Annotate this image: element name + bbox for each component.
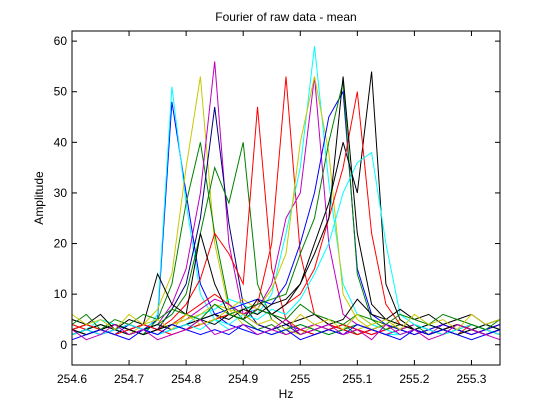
x-tick-label: 255 <box>290 372 310 386</box>
series-lines <box>71 46 501 341</box>
x-tick-label: 254.9 <box>228 372 258 386</box>
y-tick-label: 0 <box>60 338 67 352</box>
x-tick-label: 254.7 <box>114 372 144 386</box>
y-tick-label: 30 <box>54 186 68 200</box>
y-tick-label: 20 <box>54 237 68 251</box>
x-tick-label: 254.8 <box>171 372 201 386</box>
chart-title: Fourier of raw data - mean <box>215 10 356 24</box>
y-tick-label: 10 <box>54 287 68 301</box>
y-axis-title: Amplitude <box>32 171 46 225</box>
y-tick-label: 40 <box>54 135 68 149</box>
x-tick-label: 255.2 <box>399 372 429 386</box>
x-tick-label: 254.6 <box>57 372 87 386</box>
y-tick-label: 60 <box>54 34 68 48</box>
series-line-23 <box>71 318 501 341</box>
y-tick-label: 50 <box>54 85 68 99</box>
x-tick-label: 255.1 <box>342 372 372 386</box>
x-axis-title: Hz <box>279 387 294 401</box>
plot-frame <box>71 30 501 366</box>
x-tick-label: 255.3 <box>456 372 486 386</box>
axis-ticks: 254.6 254.7 254.8 254.9 255 255.1 255.2 255.3 0 1… <box>54 31 500 386</box>
plot-background <box>72 31 500 365</box>
